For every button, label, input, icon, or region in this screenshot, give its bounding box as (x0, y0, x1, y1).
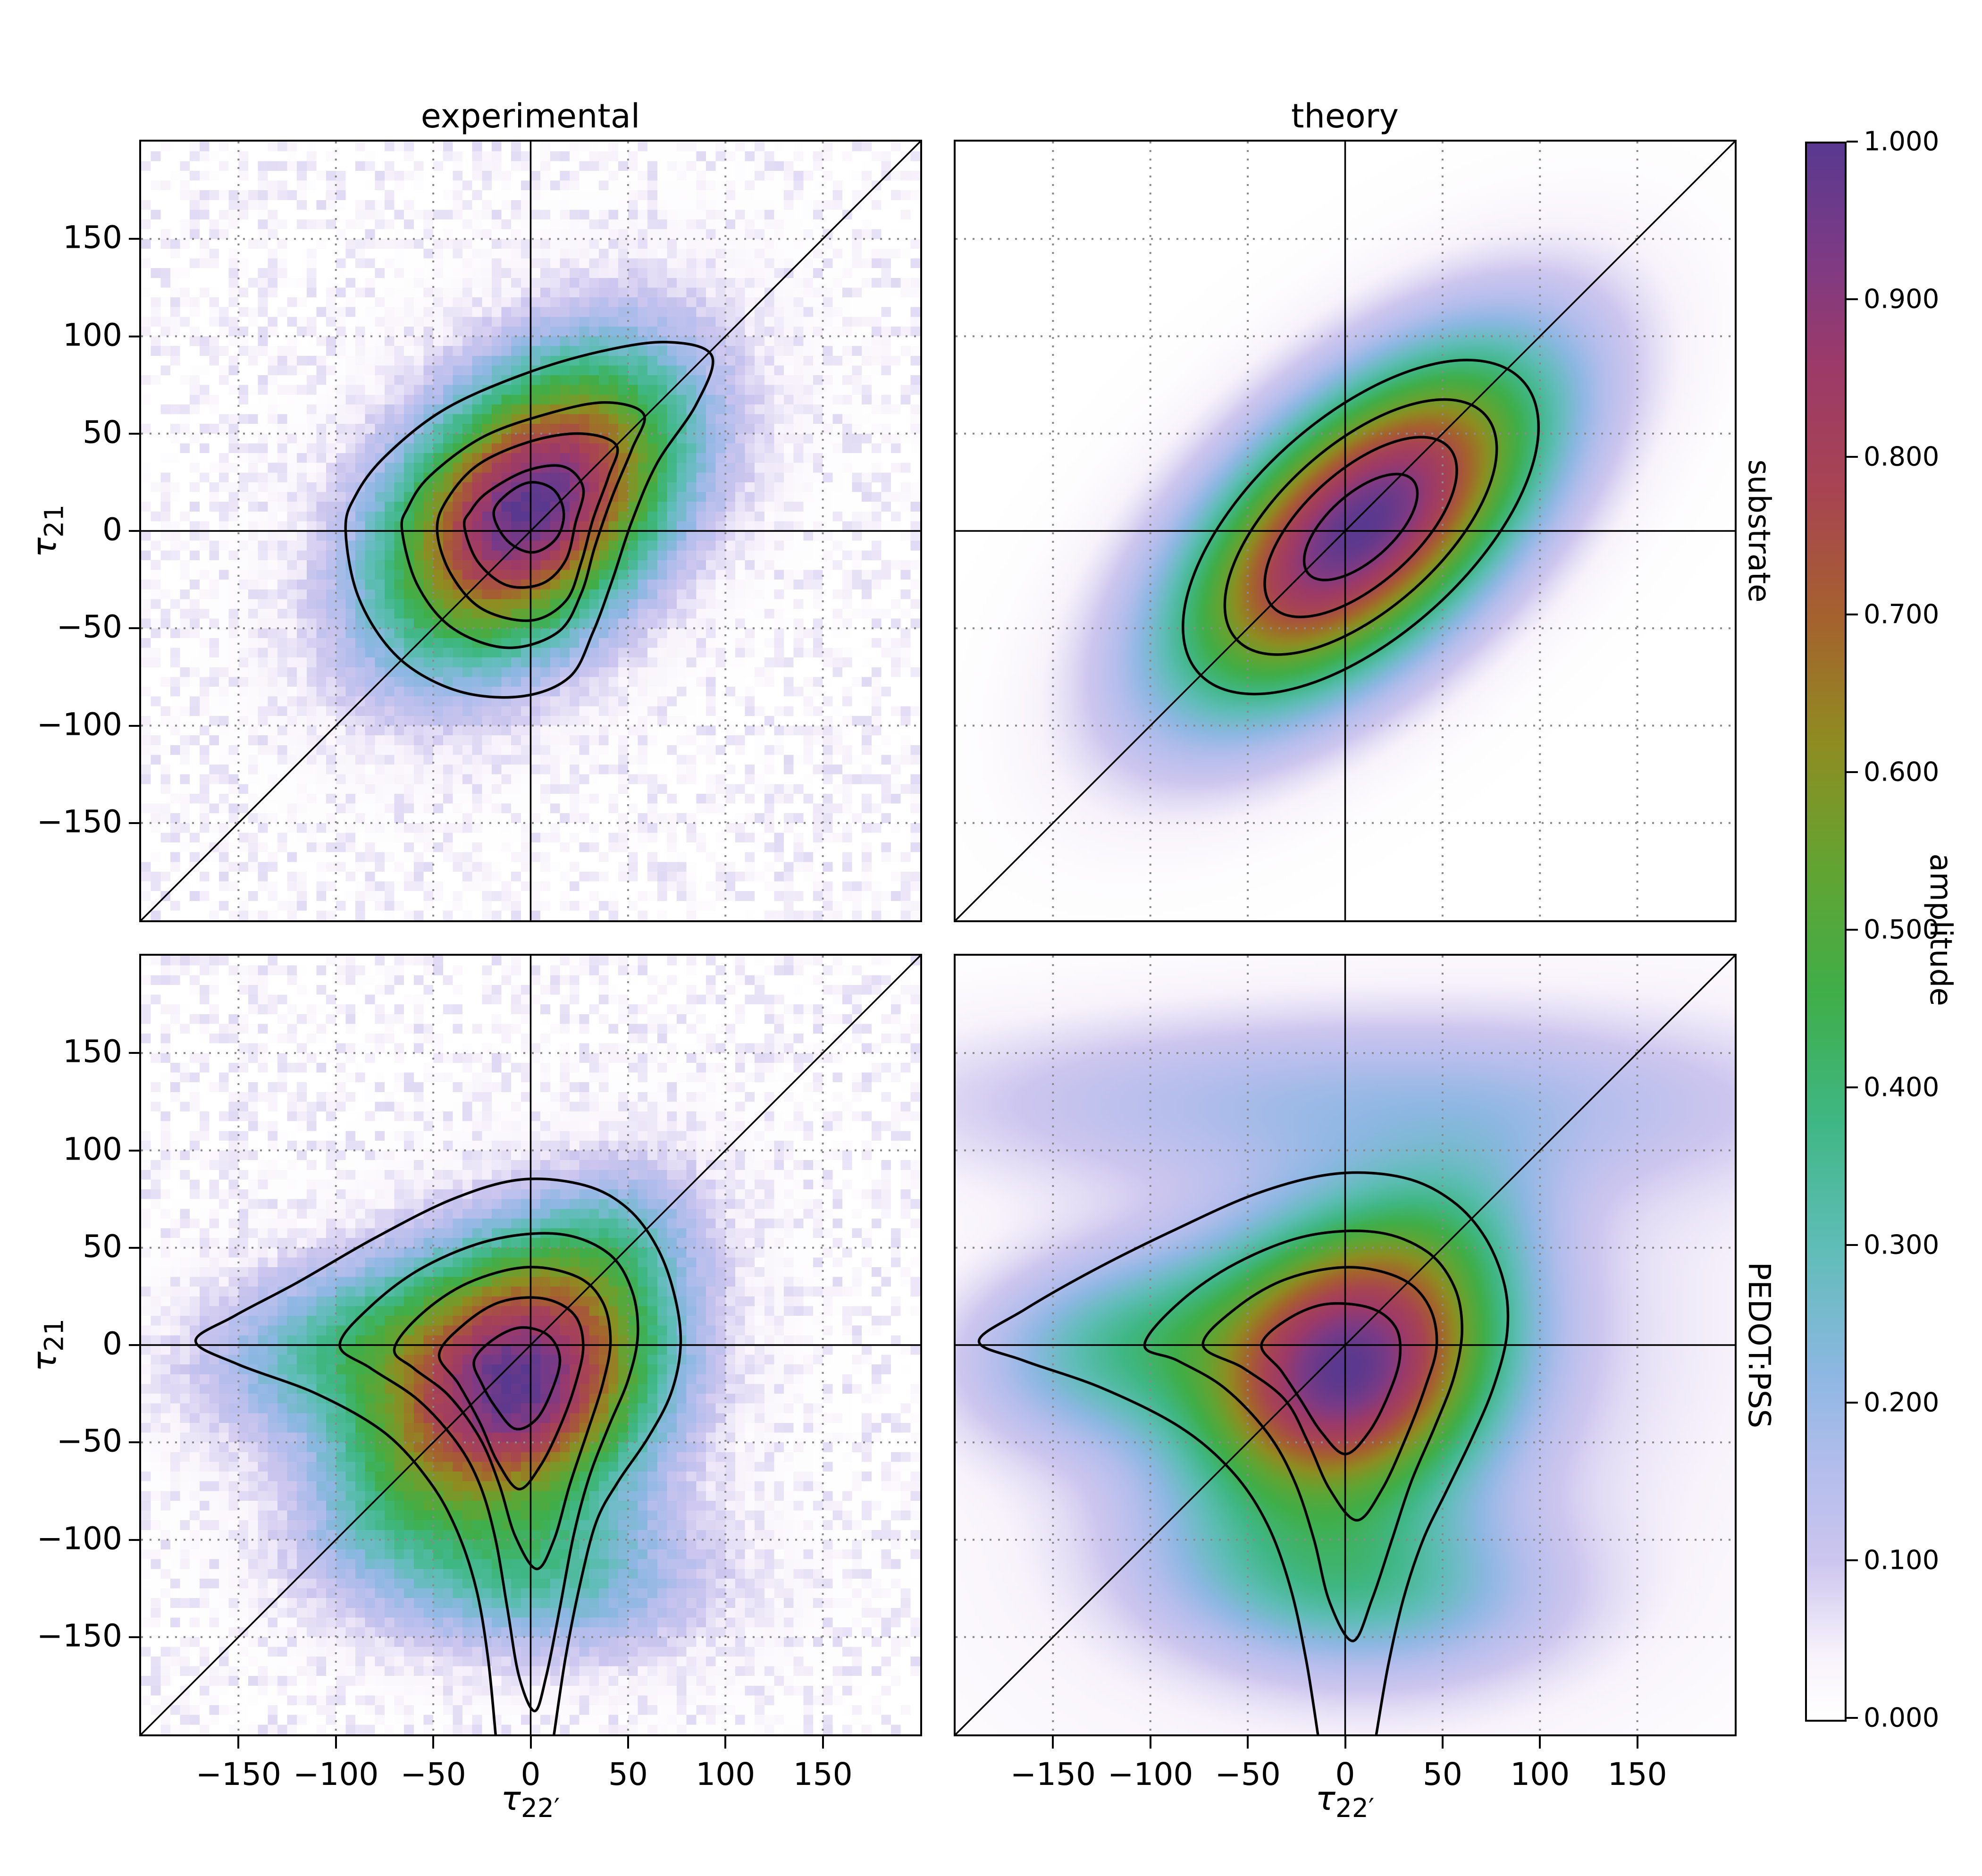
y-tick-label: 100 (63, 1130, 122, 1167)
x-tick-mark (1052, 1736, 1054, 1749)
x-axis-label-right-column: τ22′ (1316, 1779, 1375, 1823)
colorbar-tick-label: 1.000 (1864, 126, 1940, 157)
row-label-pedotpss: PEDOT:PSS (1741, 1262, 1776, 1429)
tau-symbol: τ (1315, 1779, 1335, 1818)
y-tick-mark (129, 1441, 141, 1444)
x-tick-mark (1636, 1736, 1638, 1749)
colorbar-tick-mark (1847, 456, 1858, 458)
colorbar (1805, 142, 1847, 1722)
colorbar-label: amplitude (1923, 853, 1958, 1006)
colorbar-tick-mark (1847, 298, 1858, 300)
x-tick-label: −150 (1010, 1756, 1096, 1792)
x-tick-mark (432, 1736, 435, 1749)
contour-overlay-theory-pedotpss (956, 956, 1735, 1734)
x-tick-label: −50 (1215, 1756, 1281, 1792)
x-tick-label: 50 (1422, 1756, 1462, 1792)
panel-experimental-substrate (139, 140, 922, 922)
y-tick-mark (129, 238, 141, 240)
x-tick-label: −50 (400, 1756, 466, 1792)
y-tick-mark (129, 1539, 141, 1541)
colorbar-tick-mark (1847, 929, 1858, 931)
tau-subscript: 22′ (1335, 1793, 1375, 1823)
column-title-theory: theory (1291, 97, 1399, 135)
y-tick-mark (129, 1246, 141, 1249)
colorbar-tick-mark (1847, 141, 1858, 143)
colorbar-tick-label: 0.000 (1864, 1702, 1940, 1733)
x-tick-label: −100 (293, 1756, 379, 1792)
y-tick-mark (129, 432, 141, 435)
y-tick-label: 150 (63, 1033, 122, 1070)
x-tick-mark (1247, 1736, 1249, 1749)
x-tick-label: −150 (195, 1756, 282, 1792)
tau-subscript: 22′ (521, 1793, 560, 1823)
x-tick-label: 100 (696, 1756, 756, 1792)
y-tick-label: −50 (56, 608, 122, 645)
y-tick-label: 100 (63, 316, 122, 353)
x-tick-mark (1149, 1736, 1151, 1749)
x-tick-label: 50 (608, 1756, 648, 1792)
x-tick-mark (627, 1736, 629, 1749)
x-tick-mark (1441, 1736, 1444, 1749)
x-tick-mark (1344, 1736, 1346, 1749)
colorbar-tick-mark (1847, 771, 1858, 773)
x-tick-mark (529, 1736, 532, 1749)
x-tick-mark (724, 1736, 727, 1749)
y-tick-mark (129, 724, 141, 727)
colorbar-tick-label: 0.200 (1864, 1387, 1940, 1418)
y-tick-label: −150 (36, 803, 122, 840)
x-axis-label-left-column: τ22′ (501, 1779, 560, 1823)
y-tick-label: −50 (56, 1422, 122, 1459)
contour-overlay-experimental-substrate (141, 142, 920, 920)
colorbar-tick-label: 0.500 (1864, 914, 1940, 945)
tau-symbol: τ (501, 1779, 521, 1818)
x-tick-label: 100 (1510, 1756, 1570, 1792)
contour-overlay-theory-substrate (956, 142, 1735, 920)
x-tick-mark (1539, 1736, 1541, 1749)
y-tick-label: 0 (102, 511, 122, 548)
row-label-substrate: substrate (1741, 459, 1776, 603)
y-tick-label: −100 (36, 706, 122, 742)
colorbar-tick-label: 0.400 (1864, 1072, 1940, 1103)
y-tick-mark (129, 335, 141, 337)
x-tick-label: 0 (1335, 1756, 1355, 1792)
y-tick-mark (129, 1344, 141, 1346)
y-tick-mark (129, 1052, 141, 1054)
column-title-experimental: experimental (420, 97, 640, 135)
colorbar-tick-mark (1847, 1402, 1858, 1404)
y-tick-label: 50 (83, 1228, 122, 1265)
y-tick-mark (129, 822, 141, 824)
contour-overlay-experimental-pedotpss (141, 956, 920, 1734)
colorbar-tick-label: 0.600 (1864, 757, 1940, 788)
colorbar-tick-mark (1847, 1086, 1858, 1088)
panel-theory-substrate (954, 140, 1737, 922)
y-tick-label: −100 (36, 1520, 122, 1556)
x-tick-mark (237, 1736, 240, 1749)
colorbar-tick-label: 0.800 (1864, 441, 1940, 472)
y-tick-label: −150 (36, 1617, 122, 1654)
colorbar-tick-mark (1847, 1244, 1858, 1246)
y-tick-label: 0 (102, 1325, 122, 1362)
x-tick-label: 0 (521, 1756, 541, 1792)
y-tick-label: 150 (63, 219, 122, 256)
panel-theory-pedotpss (954, 954, 1737, 1736)
x-tick-label: 150 (793, 1756, 853, 1792)
y-tick-mark (129, 530, 141, 532)
x-tick-label: 150 (1607, 1756, 1667, 1792)
x-tick-label: −100 (1108, 1756, 1193, 1792)
colorbar-tick-label: 0.900 (1864, 284, 1940, 315)
colorbar-tick-label: 0.100 (1864, 1545, 1940, 1576)
colorbar-tick-label: 0.300 (1864, 1229, 1940, 1261)
y-tick-label: 50 (83, 414, 122, 451)
panel-experimental-pedotpss (139, 954, 922, 1736)
colorbar-tick-mark (1847, 1559, 1858, 1561)
colorbar-tick-mark (1847, 1717, 1858, 1719)
y-tick-mark (129, 627, 141, 630)
x-tick-mark (822, 1736, 824, 1749)
colorbar-tick-label: 0.700 (1864, 599, 1940, 630)
x-tick-mark (335, 1736, 337, 1749)
colorbar-tick-mark (1847, 614, 1858, 615)
y-tick-mark (129, 1636, 141, 1638)
y-tick-mark (129, 1149, 141, 1152)
